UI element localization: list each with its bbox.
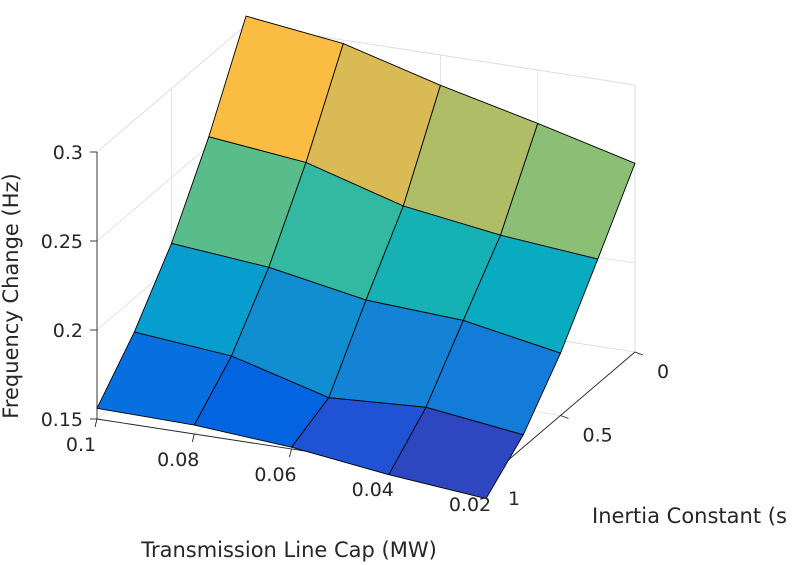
z-tick-label: 0.3 — [53, 142, 83, 164]
z-axis-title: Frequency Change (Hz) — [0, 173, 23, 418]
x-tick-label: 0.08 — [157, 449, 199, 471]
tick-labels: 0.1 0.08 0.06 0.04 0.02 0 0.5 1 0.15 0.2 0.25 0.3 — [41, 142, 669, 516]
surface — [96, 15, 636, 500]
y-axis-title: Inertia Constant (s — [592, 504, 787, 528]
x-tick-label: 0.1 — [66, 434, 96, 456]
box-edge — [96, 24, 247, 153]
x-tick — [191, 433, 195, 443]
surface-patch — [388, 406, 524, 500]
z-tick-label: 0.15 — [41, 409, 83, 431]
x-tick — [94, 418, 98, 428]
z-tick-label: 0.25 — [41, 231, 83, 253]
x-tick-label: 0.06 — [254, 464, 296, 486]
y-tick — [634, 351, 644, 356]
x-tick — [289, 448, 292, 458]
axis-titles: Frequency Change (Hz) Transmission Line … — [0, 173, 787, 562]
x-tick-label: 0.02 — [449, 494, 491, 516]
x-tick-label: 0.04 — [352, 479, 394, 501]
y-tick — [560, 415, 569, 419]
x-axis-title: Transmission Line Cap (MW) — [140, 538, 437, 562]
y-tick-label: 1 — [508, 488, 520, 510]
y-tick-label: 0 — [657, 361, 669, 383]
y-tick-label: 0.5 — [583, 425, 613, 447]
z-tick-label: 0.2 — [53, 320, 83, 342]
